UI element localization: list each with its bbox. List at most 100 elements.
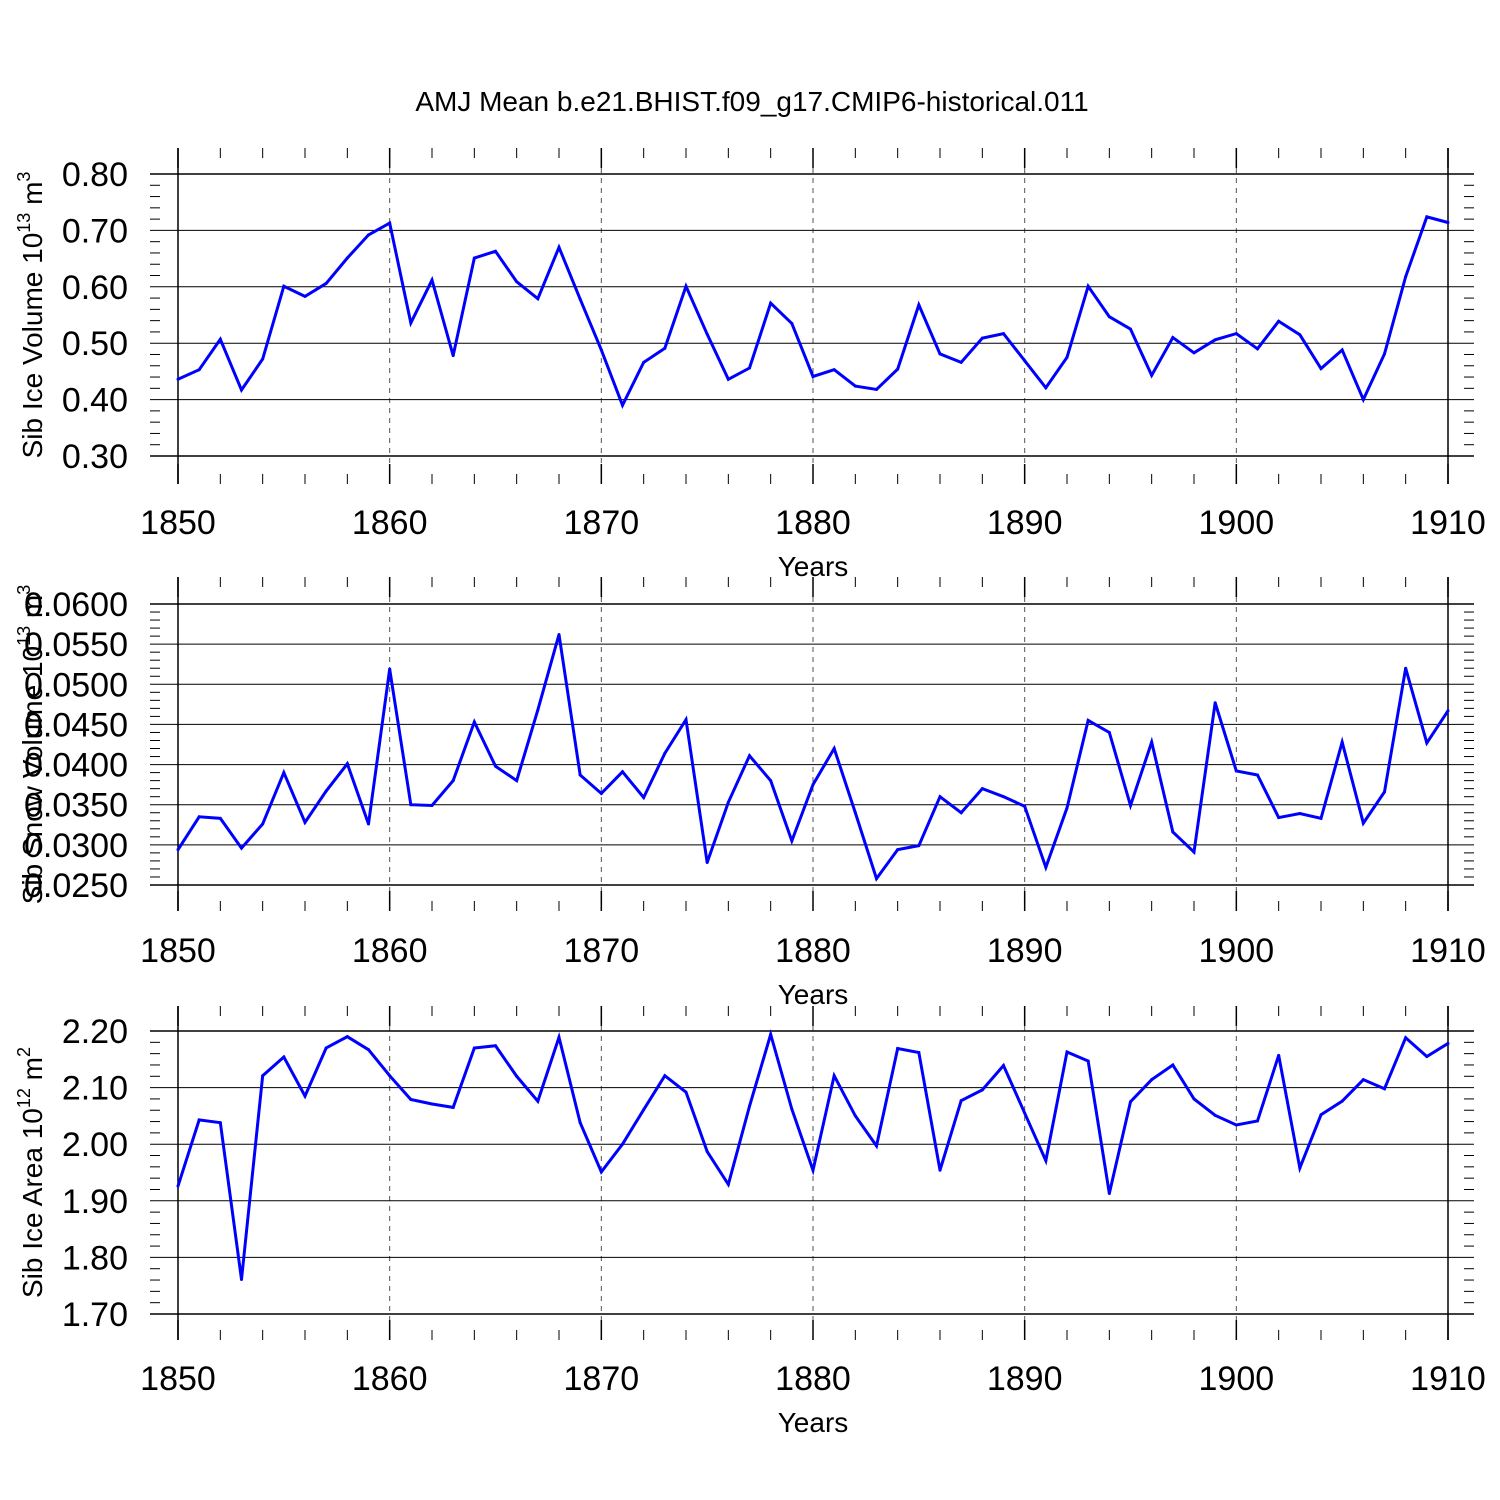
data-point-snow-volume: [769, 779, 773, 783]
data-point-ice-volume: [1425, 215, 1429, 219]
data-point-ice-area: [1065, 1050, 1069, 1054]
data-point-ice-area: [472, 1046, 476, 1050]
data-point-ice-area: [1150, 1078, 1154, 1082]
y-axis-title-part: Sib Ice Volume 10: [17, 233, 48, 459]
y-tick-label: 0.0450: [24, 706, 128, 744]
data-point-ice-area: [1129, 1100, 1132, 1104]
data-point-snow-volume: [197, 815, 201, 819]
y-tick-label: 0.40: [62, 382, 128, 420]
data-point-snow-volume: [1256, 773, 1259, 777]
data-point-ice-volume: [1277, 319, 1281, 323]
data-point-snow-volume: [1107, 730, 1111, 734]
data-point-snow-volume: [1213, 701, 1217, 705]
data-point-ice-volume: [1446, 221, 1450, 225]
data-point-ice-area: [536, 1099, 540, 1103]
data-point-ice-area: [557, 1035, 561, 1039]
y-tick-label: 2.20: [62, 1013, 128, 1051]
x-tick-label: 1910: [1410, 932, 1486, 970]
data-point-ice-area: [684, 1090, 688, 1094]
data-point-ice-volume: [367, 233, 370, 237]
data-point-ice-volume: [663, 346, 667, 350]
x-tick-label: 1880: [775, 1360, 851, 1398]
x-tick-label: 1870: [564, 504, 640, 542]
data-point-ice-volume: [218, 337, 222, 341]
data-point-ice-area: [959, 1099, 963, 1103]
panel-ice-volume: 1850 1860 1870 1880 1890 1900 1910 0.30 0.40 0.50…: [14, 148, 1486, 582]
data-point-snow-volume: [303, 820, 307, 824]
data-point-ice-area: [853, 1114, 857, 1118]
x-tick-label: 1900: [1199, 932, 1275, 970]
x-tick-label: 1880: [775, 504, 851, 542]
data-point-ice-volume: [430, 278, 434, 282]
data-point-ice-area: [1086, 1059, 1090, 1063]
x-tick-label: 1850: [140, 932, 216, 970]
y-axis-title: Sib Ice Volume 1013 m3: [14, 172, 48, 459]
data-point-ice-volume: [197, 368, 201, 372]
data-point-snow-volume: [1129, 804, 1132, 808]
data-point-snow-volume: [811, 783, 815, 787]
y-axis-title-part: Sib Ice Area 10: [17, 1108, 48, 1298]
data-point-ice-area: [367, 1048, 370, 1052]
data-point-ice-volume: [1404, 275, 1408, 279]
x-tick-label: 1900: [1199, 504, 1275, 542]
data-point-ice-volume: [769, 301, 773, 305]
data-point-ice-volume: [1023, 359, 1027, 363]
data-point-ice-volume: [1044, 386, 1048, 390]
data-point-ice-volume: [875, 387, 878, 391]
y-axis-title-part: m: [17, 595, 48, 626]
x-tick-label: 1880: [775, 932, 851, 970]
data-point-snow-volume: [494, 764, 497, 768]
data-point-ice-area: [430, 1102, 434, 1106]
y-tick-label: 0.0600: [24, 586, 128, 624]
data-point-snow-volume: [705, 861, 709, 865]
x-tick-label: 1890: [987, 504, 1063, 542]
data-point-snow-volume: [261, 822, 265, 826]
data-point-ice-area: [451, 1105, 455, 1109]
data-point-ice-area: [1361, 1078, 1365, 1082]
data-point-ice-volume: [896, 367, 900, 371]
data-point-ice-area: [790, 1107, 794, 1111]
data-point-ice-area: [917, 1051, 921, 1055]
data-point-ice-volume: [748, 366, 751, 370]
y-axis-title: Sib Snow Volume 1013 m3: [14, 585, 48, 905]
x-tick-label: 1870: [564, 932, 640, 970]
y-tick-label: 0.50: [62, 325, 128, 363]
data-point-ice-volume: [853, 384, 857, 388]
data-point-snow-volume: [1361, 821, 1365, 825]
data-point-snow-volume: [896, 848, 900, 852]
y-axis-title-part: 12: [14, 1088, 34, 1108]
data-point-ice-volume: [1192, 351, 1196, 355]
y-axis-title-part: 13: [14, 213, 34, 233]
data-point-ice-area: [832, 1074, 836, 1078]
y-tick-label: 0.0500: [24, 666, 128, 704]
x-tick-label: 1890: [987, 932, 1063, 970]
data-point-ice-volume: [409, 321, 413, 325]
data-point-ice-volume: [980, 336, 984, 340]
y-axis-title-part: m: [17, 1057, 48, 1088]
data-point-ice-volume: [1361, 398, 1365, 402]
data-point-snow-volume: [515, 779, 519, 783]
data-point-ice-volume: [684, 284, 688, 288]
data-point-snow-volume: [684, 718, 688, 722]
panel-snow-volume: 1850 1860 1870 1880 1890 1900 1910 0.02500.0300…: [14, 577, 1486, 1010]
data-point-ice-area: [726, 1182, 730, 1186]
data-point-ice-area: [705, 1150, 709, 1154]
data-point-ice-volume: [1340, 348, 1344, 352]
data-point-ice-area: [748, 1104, 751, 1108]
data-point-snow-volume: [917, 844, 921, 848]
data-point-ice-area: [875, 1144, 878, 1148]
data-point-snow-volume: [1023, 804, 1027, 808]
y-axis-title-part: 3: [14, 172, 34, 182]
data-point-ice-volume: [642, 360, 646, 364]
x-tick-label: 1910: [1410, 1360, 1486, 1398]
data-point-ice-area: [345, 1035, 349, 1039]
data-point-ice-volume: [1129, 327, 1132, 331]
data-point-ice-volume: [578, 297, 582, 301]
data-point-ice-volume: [557, 245, 561, 249]
data-point-snow-volume: [1383, 790, 1386, 794]
chart-title: AMJ Mean b.e21.BHIST.f09_g17.CMIP6-histo…: [415, 86, 1088, 117]
data-point-snow-volume: [1425, 741, 1429, 745]
data-point-ice-area: [1234, 1123, 1238, 1127]
data-point-ice-volume: [1171, 336, 1175, 340]
data-point-ice-volume: [261, 357, 265, 361]
